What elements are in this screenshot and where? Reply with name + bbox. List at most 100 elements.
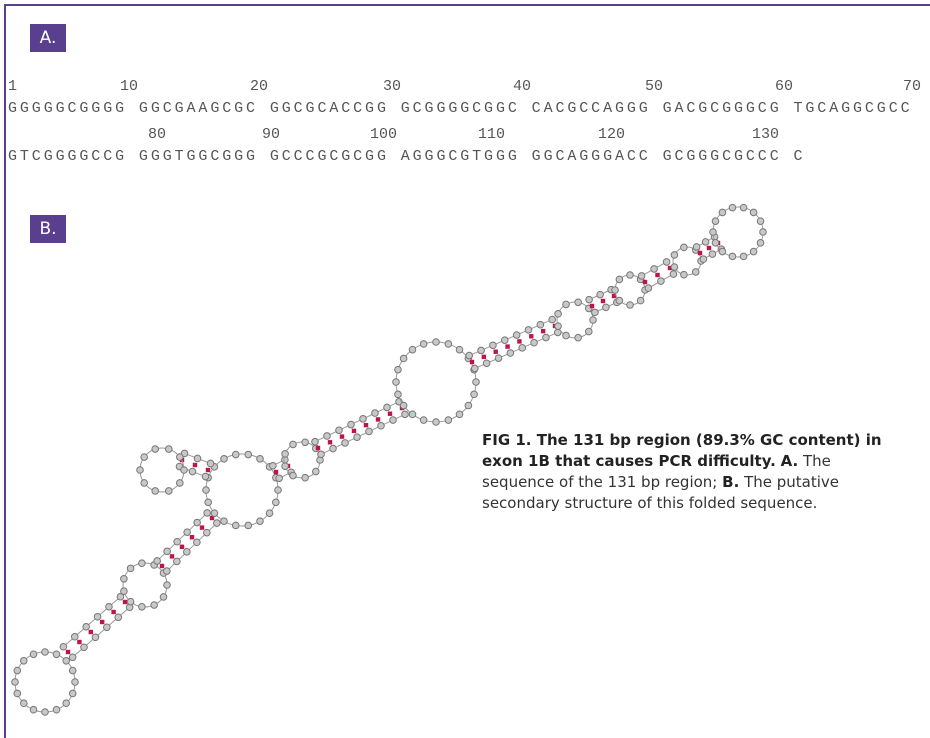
nucleotide <box>290 441 297 448</box>
base-pair <box>160 564 164 568</box>
base-pair <box>200 525 204 529</box>
nucleotide <box>20 700 27 707</box>
nucleotide <box>712 240 719 247</box>
nucleotide <box>174 538 181 545</box>
nucleotide <box>420 341 427 348</box>
nucleotide <box>750 209 757 216</box>
nucleotide <box>671 264 678 271</box>
nucleotide <box>478 347 485 354</box>
nucleotide <box>760 229 767 236</box>
nucleotide <box>204 529 211 536</box>
nucleotide <box>282 451 289 458</box>
nucleotide <box>176 480 183 487</box>
nucleotide <box>164 582 171 589</box>
nucleotide <box>232 522 239 529</box>
nucleotide <box>139 560 146 567</box>
nucleotide <box>266 510 273 517</box>
nucleotide <box>471 365 478 372</box>
base-pair <box>470 360 474 364</box>
nucleotide <box>710 229 717 236</box>
caption-label: A. <box>781 452 799 470</box>
nucleotide <box>115 614 122 621</box>
nucleotide <box>663 259 670 266</box>
loop-backbone <box>396 342 476 422</box>
nucleotide <box>141 480 148 487</box>
nucleotide <box>483 360 490 367</box>
base-pair <box>364 423 368 427</box>
nucleotide <box>658 278 665 285</box>
nucleotide <box>14 690 21 697</box>
nucleotide <box>127 598 134 605</box>
nucleotide <box>302 474 309 481</box>
nucleotide <box>330 445 337 452</box>
nucleotide <box>575 299 582 306</box>
nucleotide <box>519 345 526 352</box>
base-pair <box>494 350 498 354</box>
nucleotide <box>471 391 478 398</box>
nucleotide <box>740 204 747 211</box>
nucleotide <box>645 285 652 292</box>
nucleotide <box>473 379 480 386</box>
base-pair <box>170 554 174 558</box>
nucleotide <box>63 657 70 664</box>
base-pair <box>193 463 197 467</box>
nucleotide <box>176 454 183 461</box>
nucleotide <box>555 311 562 318</box>
nucleotide <box>563 332 570 339</box>
nucleotide <box>160 594 167 601</box>
nucleotide <box>575 334 582 341</box>
nucleotide <box>702 239 709 246</box>
nucleotide <box>174 558 181 565</box>
nucleotide <box>627 272 634 279</box>
nucleotide <box>700 256 707 263</box>
base-pair <box>180 545 184 549</box>
nucleotide <box>245 522 252 529</box>
nucleotide <box>12 679 19 686</box>
base-pair <box>206 468 210 472</box>
nucleotide <box>342 440 349 447</box>
nucleotide <box>709 251 716 258</box>
nucleotide <box>692 269 699 276</box>
base-pair <box>643 280 647 284</box>
base-pair <box>529 334 533 338</box>
nucleotide <box>671 252 678 259</box>
base-pair <box>316 446 320 450</box>
nucleotide <box>72 679 79 686</box>
base-pair <box>541 329 545 333</box>
nucleotide <box>409 346 416 353</box>
base-pair <box>340 434 344 438</box>
nucleotide <box>30 706 37 713</box>
nucleotide <box>194 519 201 526</box>
nucleotide <box>638 273 645 280</box>
base-pair <box>590 304 594 308</box>
nucleotide <box>232 451 239 458</box>
nucleotide <box>257 518 264 525</box>
base-pair <box>698 251 702 255</box>
nucleotide <box>127 565 134 572</box>
base-pair <box>517 339 521 343</box>
page: A. 110203040506070 GGGGGCGGGG GGCGAAGCGC… <box>0 0 930 738</box>
nucleotide <box>69 654 76 661</box>
nucleotide <box>729 204 736 211</box>
nucleotide <box>194 455 201 462</box>
base-pair <box>707 246 711 250</box>
nucleotide <box>712 218 719 225</box>
nucleotide <box>53 651 60 658</box>
base-pair <box>190 535 194 539</box>
base-pair <box>505 344 509 348</box>
nucleotide <box>151 602 158 609</box>
nucleotide <box>681 244 688 251</box>
nucleotide <box>14 667 21 674</box>
base-pair <box>66 650 70 654</box>
nucleotide <box>719 248 726 255</box>
base-pair <box>111 610 115 614</box>
nucleotide <box>372 410 379 417</box>
secondary-structure <box>0 0 930 738</box>
base-pair <box>655 273 659 277</box>
nucleotide <box>456 346 463 353</box>
nucleotide <box>164 548 171 555</box>
nucleotide <box>221 456 228 463</box>
nucleotide <box>94 613 101 620</box>
nucleotide <box>92 634 99 641</box>
nucleotide <box>490 342 497 349</box>
